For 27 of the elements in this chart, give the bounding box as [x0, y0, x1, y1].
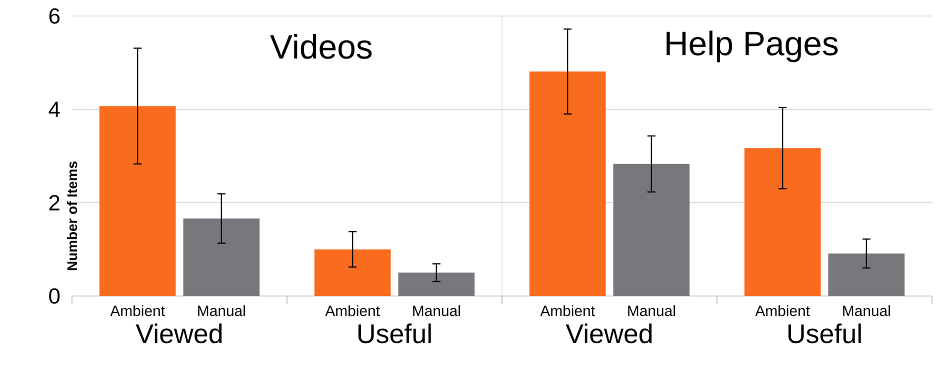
- bar: [529, 72, 606, 296]
- y-axis-title: Number of Items: [66, 162, 78, 270]
- bar: [398, 272, 475, 296]
- text: Ambient: [755, 305, 810, 316]
- text: Manual: [413, 305, 460, 316]
- series-label: Ambient: [110, 305, 165, 316]
- x-tick-label: Viewed: [136, 324, 222, 344]
- bar: [183, 218, 260, 296]
- chart-title: Help Pages: [666, 30, 838, 62]
- bar: [99, 106, 176, 296]
- series-label: Manual: [628, 305, 675, 316]
- x-tick-label: Useful: [358, 324, 431, 344]
- bar: [314, 249, 391, 296]
- text: Manual: [843, 305, 890, 316]
- series-label: Ambient: [540, 305, 595, 316]
- y-tick-label: 0: [49, 288, 60, 304]
- bar: [828, 254, 905, 296]
- bar: [744, 148, 821, 296]
- x-tick-label: Viewed: [566, 324, 652, 344]
- text: Ambient: [325, 305, 380, 316]
- y-tick-label: 4: [48, 102, 60, 117]
- chart-title: Videos: [270, 34, 372, 59]
- y-tick-label: 6: [49, 8, 60, 24]
- series-label: Manual: [198, 305, 245, 316]
- bar: [613, 164, 690, 296]
- y-tick-label: 2: [49, 195, 60, 210]
- x-tick-label: Useful: [788, 324, 861, 344]
